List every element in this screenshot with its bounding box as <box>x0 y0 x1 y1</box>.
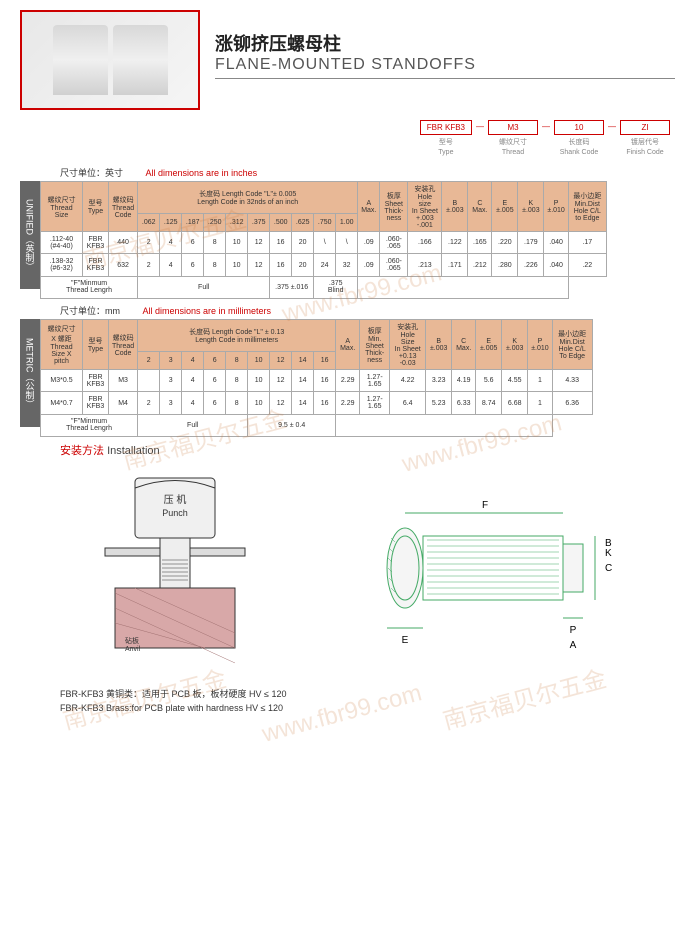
code-box-shank: 10 <box>554 120 604 135</box>
svg-text:C: C <box>605 563 612 574</box>
code-box-thread: M3 <box>488 120 538 135</box>
material-line-cn: FBR-KFB3 黄铜类：适用于 PCB 板，板材硬度 HV ≤ 120 <box>60 688 700 702</box>
metric-side-tab: METRIC（公制） <box>20 319 40 427</box>
unified-table: 螺纹尺寸 Thread Size 型号 Type 螺纹码 Thread Code… <box>40 181 607 299</box>
part-code-row: FBR KFB3型号Type — M3螺纹尺寸Thread — 10长度码Sha… <box>0 120 700 156</box>
code-box-finish: ZI <box>620 120 670 135</box>
svg-text:E: E <box>402 635 409 646</box>
svg-text:A: A <box>570 640 577 651</box>
metric-unit-label: 尺寸单位：mm All dimensions are in millimeter… <box>0 304 700 317</box>
material-notes: FBR-KFB3 黄铜类：适用于 PCB 板，板材硬度 HV ≤ 120 FBR… <box>0 688 700 715</box>
unified-table-wrap: UNIFIED（英制） 螺纹尺寸 Thread Size 型号 Type 螺纹码… <box>0 181 700 289</box>
svg-text:B: B <box>605 538 612 549</box>
punch-diagram: 压 机 Punch 砧板 Anvil <box>75 468 275 668</box>
title-cn: 涨铆挤压螺母柱 <box>215 30 700 56</box>
unified-unit-label: 尺寸单位：英寸 All dimensions are in inches <box>0 166 700 179</box>
code-box-type: FBR KFB3 <box>420 120 472 135</box>
svg-text:K: K <box>605 548 612 559</box>
page-header: 涨铆挤压螺母柱 FLANE-MOUNTED STANDOFFS <box>0 0 700 110</box>
metric-table: 螺纹尺寸 X 螺距 Thread Size X pitch 型号 Type 螺纹… <box>40 319 593 437</box>
metric-table-wrap: METRIC（公制） 螺纹尺寸 X 螺距 Thread Size X pitch… <box>0 319 700 427</box>
unified-side-tab: UNIFIED（英制） <box>20 181 40 289</box>
svg-text:P: P <box>570 625 577 636</box>
material-line-en: FBR-KFB3 Brass:for PCB plate with hardne… <box>60 702 700 716</box>
svg-text:砧板: 砧板 <box>125 636 139 645</box>
product-photo <box>20 10 200 110</box>
svg-text:压 机: 压 机 <box>164 493 187 506</box>
svg-text:Punch: Punch <box>162 508 188 518</box>
install-title: 安装方法 Installation <box>0 442 700 458</box>
title-en: FLANE-MOUNTED STANDOFFS <box>215 56 700 74</box>
svg-text:F: F <box>482 500 488 511</box>
svg-text:Anvil: Anvil <box>125 646 141 653</box>
title-area: 涨铆挤压螺母柱 FLANE-MOUNTED STANDOFFS <box>215 10 700 79</box>
dimension-diagram: F E C K B P A <box>345 468 625 668</box>
diagrams-row: 压 机 Punch 砧板 Anvil <box>0 468 700 668</box>
